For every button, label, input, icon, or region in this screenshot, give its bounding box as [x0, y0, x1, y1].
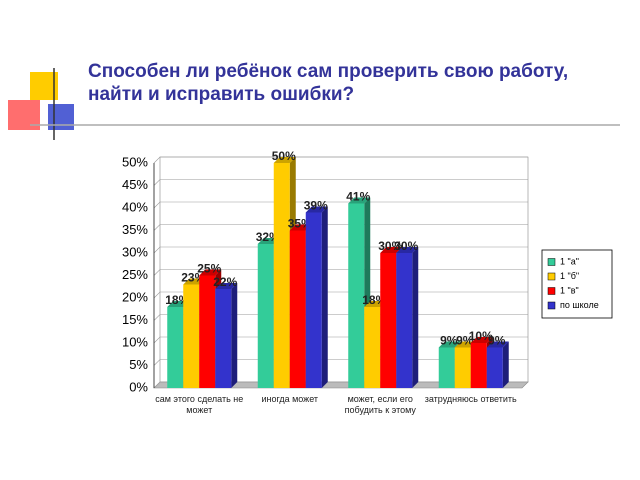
- bar-top: [305, 206, 328, 213]
- grid-line: [153, 224, 528, 231]
- bar: [199, 275, 216, 388]
- legend-label: 1 "в": [560, 285, 579, 295]
- bar-side: [502, 341, 509, 388]
- y-tick-label: 5%: [129, 357, 148, 372]
- bar-top: [438, 341, 461, 348]
- legend-swatch: [547, 272, 556, 281]
- chart-title: Способен ли ребёнок сам проверить свою р…: [88, 61, 569, 105]
- bar: [454, 347, 471, 388]
- x-tick-label: сам этого сделать не может: [155, 394, 244, 415]
- bar: [470, 343, 487, 388]
- y-tick-label: 30%: [122, 244, 148, 259]
- x-tick-label: затрудняюсь ответить: [424, 394, 517, 404]
- bar-top: [273, 157, 296, 163]
- bar: [438, 347, 455, 388]
- value-label: 22%: [213, 275, 237, 289]
- value-label: 41%: [346, 190, 370, 204]
- legend-swatch: [547, 301, 556, 310]
- legend-label: 1 "б": [560, 271, 579, 281]
- value-label: 39%: [304, 199, 328, 213]
- value-label: 9%: [456, 334, 474, 348]
- x-tick-label: может, если его побудить к этому: [344, 394, 416, 415]
- y-tick-label: 35%: [122, 222, 148, 237]
- y-tick-label: 45%: [122, 177, 148, 192]
- x-tick-label: иногда может: [261, 394, 319, 404]
- bar-top: [199, 269, 222, 276]
- legend-label: 1 "а": [560, 256, 579, 266]
- bar-side: [412, 247, 419, 388]
- value-label: 25%: [197, 262, 221, 276]
- bar: [257, 244, 274, 388]
- bar: [380, 253, 397, 388]
- bar-side: [321, 206, 328, 388]
- bar: [215, 289, 232, 388]
- grid-line: [153, 156, 528, 164]
- bar: [273, 163, 290, 388]
- deco-square: [48, 104, 74, 130]
- bar-top: [348, 197, 371, 204]
- y-tick-label: 20%: [122, 289, 148, 304]
- bar: [486, 347, 503, 388]
- grid-line: [153, 201, 528, 209]
- bar-top: [215, 283, 238, 289]
- grid-line: [153, 179, 528, 186]
- y-tick-label: 50%: [122, 154, 148, 169]
- bar: [348, 203, 365, 388]
- value-label: 9%: [440, 334, 458, 348]
- legend-swatch: [547, 287, 556, 295]
- bar: [289, 230, 306, 388]
- bar-top: [396, 247, 419, 253]
- bar: [167, 307, 184, 388]
- value-label: 30%: [378, 239, 402, 253]
- bar-top: [486, 341, 509, 348]
- bar: [364, 307, 381, 388]
- bar-top: [470, 337, 493, 343]
- y-tick-label: 40%: [122, 199, 148, 214]
- value-label: 50%: [272, 149, 296, 163]
- y-tick-label: 0%: [129, 379, 148, 394]
- value-label: 10%: [469, 329, 493, 343]
- legend-label: по школе: [560, 300, 599, 310]
- y-tick-label: 10%: [122, 334, 148, 349]
- value-label: 9%: [488, 334, 506, 348]
- bar-top: [380, 247, 403, 253]
- value-label: 30%: [394, 239, 418, 253]
- y-tick-label: 25%: [122, 267, 148, 282]
- bar: [183, 284, 200, 388]
- bar-side: [231, 283, 238, 388]
- y-tick-label: 15%: [122, 312, 148, 327]
- bar: [396, 253, 413, 388]
- bar: [305, 212, 322, 388]
- legend-swatch: [547, 258, 556, 266]
